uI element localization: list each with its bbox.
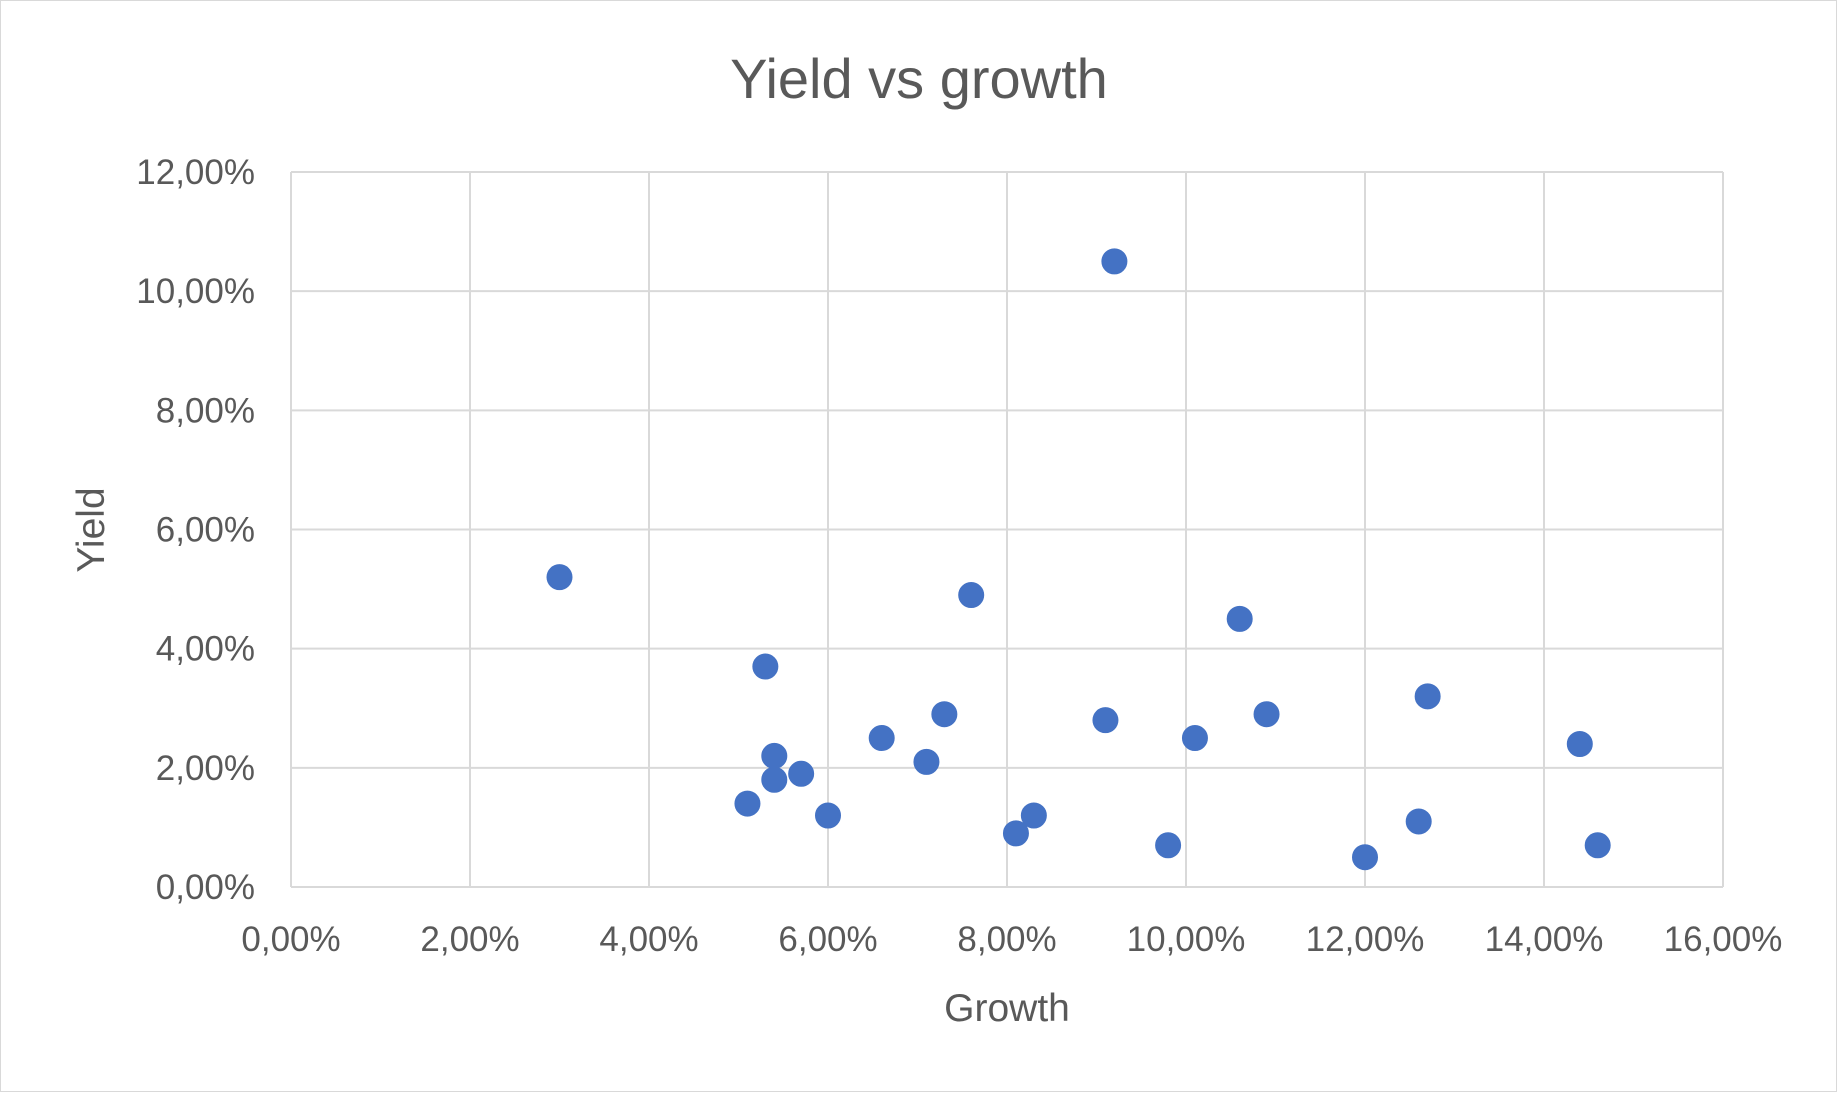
data-point (546, 564, 573, 591)
data-point (734, 790, 761, 817)
x-tick-label: 14,00% (1485, 920, 1604, 959)
y-tick-label: 10,00% (136, 272, 255, 311)
data-point (958, 582, 985, 609)
data-point (1405, 808, 1432, 835)
x-tick-label: 6,00% (778, 920, 877, 959)
data-point (868, 725, 895, 752)
y-tick-label: 4,00% (156, 630, 255, 669)
y-tick-label: 0,00% (156, 868, 255, 907)
data-point (815, 802, 841, 829)
data-point (1155, 832, 1182, 859)
data-points (546, 248, 1611, 871)
data-point (788, 760, 815, 787)
y-tick-label: 2,00% (156, 749, 255, 788)
data-point (761, 766, 788, 793)
data-point (913, 748, 940, 775)
data-point (1584, 832, 1611, 859)
data-point (1002, 820, 1029, 847)
data-point (1181, 725, 1208, 752)
y-tick-label: 6,00% (156, 511, 255, 550)
x-tick-label: 0,00% (241, 920, 340, 959)
data-point (1101, 248, 1128, 275)
x-tick-label: 16,00% (1664, 920, 1783, 959)
y-axis-ticks: 0,00% 2,00% 4,00% 6,00% 8,00% 10,00% 12,00% (136, 153, 255, 907)
data-point (1414, 683, 1441, 710)
x-tick-label: 12,00% (1306, 920, 1425, 959)
y-tick-label: 12,00% (136, 153, 255, 192)
x-tick-label: 2,00% (420, 920, 519, 959)
x-tick-label: 4,00% (599, 920, 698, 959)
data-point (1352, 844, 1378, 871)
x-axis-label: Growth (944, 987, 1070, 1030)
data-point (752, 653, 779, 680)
data-point (1566, 731, 1593, 757)
data-point (931, 701, 958, 728)
data-point (1092, 707, 1119, 734)
data-point (1020, 802, 1047, 829)
chart-title: Yield vs growth (730, 47, 1108, 110)
data-point (761, 742, 788, 769)
x-axis-ticks: 0,00% 2,00% 4,00% 6,00% 8,00% 10,00% 12,00% 14,… (241, 920, 1782, 959)
x-tick-label: 10,00% (1127, 920, 1246, 959)
y-tick-label: 8,00% (156, 391, 255, 430)
x-tick-label: 8,00% (957, 920, 1056, 959)
gridlines (290, 171, 1724, 888)
data-point (1226, 605, 1253, 632)
y-axis-label: Yield (70, 487, 113, 572)
data-point (1253, 701, 1280, 728)
